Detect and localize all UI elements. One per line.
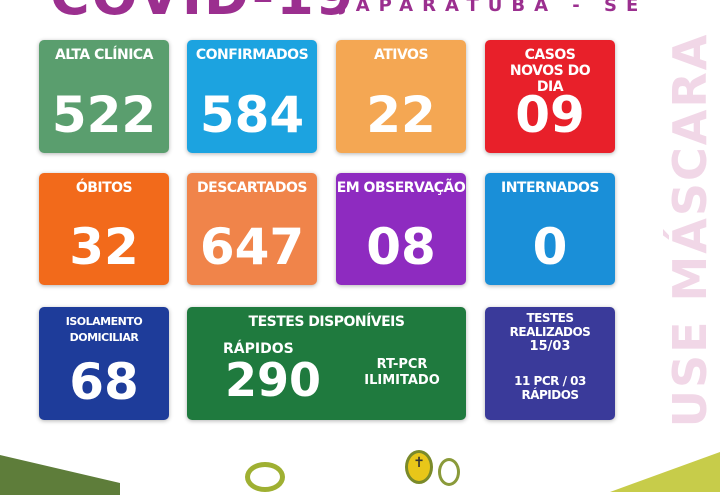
decor-hill-right (610, 452, 720, 492)
card-em-observacao: EM OBSERVAÇÃO 08 (336, 173, 466, 285)
card-label: ALTA CLÍNICA (54, 47, 154, 63)
card-value: 584 (199, 86, 305, 144)
pcr-value: ILIMITADO (364, 373, 440, 388)
card-isolamento: ISOLAMENTO DOMICILIAR 68 (39, 307, 169, 420)
tests-title: TESTES DISPONÍVEIS (248, 314, 405, 330)
figure-logo-icon (438, 458, 460, 486)
card-label: ISOLAMENTO DOMICILIAR (65, 315, 143, 344)
performed-date: 15/03 (529, 339, 571, 354)
card-value: 09 (515, 86, 585, 144)
card-ativos: ATIVOS 22 (336, 40, 466, 153)
card-value: 522 (51, 86, 157, 144)
card-value: 08 (366, 218, 436, 276)
card-label: CONFIRMADOS (195, 47, 309, 63)
card-descartados: DESCARTADOS 647 (187, 173, 317, 285)
pcr-label: RT-PCR (376, 357, 428, 372)
card-alta-clinica: ALTA CLÍNICA 522 (39, 40, 169, 153)
church-logo-icon: ✝ (405, 450, 433, 484)
title: COVID-19 (50, 0, 355, 27)
card-label: ATIVOS (373, 47, 429, 63)
card-confirmados: CONFIRMADOS 584 (187, 40, 317, 153)
card-label: ÓBITOS (75, 180, 133, 196)
rapid-value: 290 (225, 353, 322, 407)
card-testes-realizados: TESTES REALIZADOS 15/03 11 PCR / 03 RÁPI… (485, 307, 615, 420)
card-label: INTERNADOS (501, 180, 599, 196)
card-label: EM OBSERVAÇÃO (336, 180, 466, 196)
card-label: DESCARTADOS (197, 180, 307, 196)
card-obitos: ÓBITOS 32 (39, 173, 169, 285)
logo-ring (245, 462, 285, 492)
subtitle: JAPARATUBA - SE (340, 0, 648, 16)
card-label: CASOS NOVOS DO DIA (509, 47, 591, 95)
card-value: 0 (532, 218, 568, 276)
card-testes-disponiveis: TESTES DISPONÍVEIS RÁPIDOS 290 RT-PCR IL… (187, 307, 466, 420)
performed-title: TESTES REALIZADOS (509, 311, 591, 339)
card-value: 32 (69, 218, 139, 276)
card-value: 68 (69, 353, 139, 411)
performed-summary: 11 PCR / 03 RÁPIDOS (514, 374, 586, 402)
card-casos-novos: CASOS NOVOS DO DIA 09 (485, 40, 615, 153)
card-internados: INTERNADOS 0 (485, 173, 615, 285)
rapid-label: RÁPIDOS (223, 341, 294, 357)
card-value: 647 (199, 218, 305, 276)
use-mask-text: USE MÁSCARA (663, 32, 717, 428)
decor-hill-left (0, 455, 120, 495)
card-value: 22 (366, 86, 436, 144)
